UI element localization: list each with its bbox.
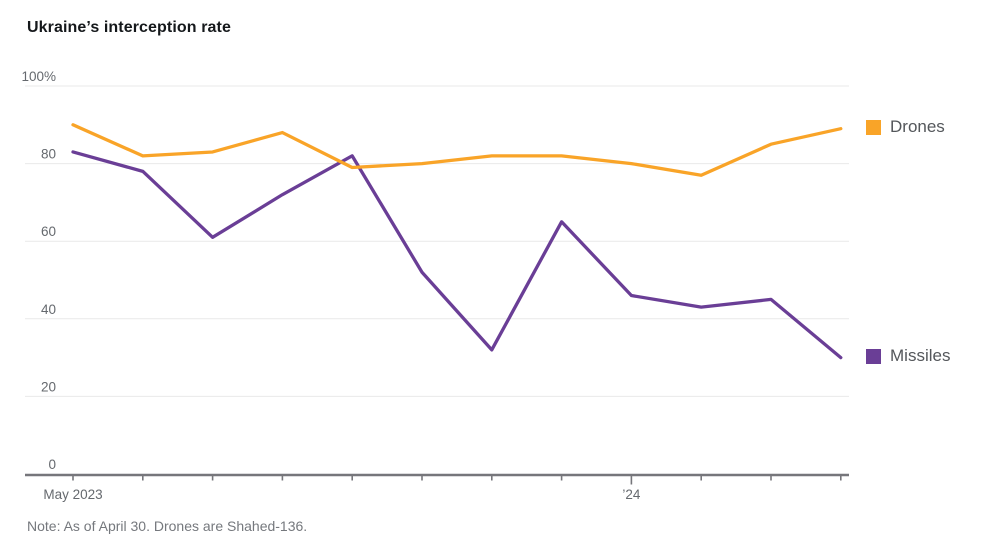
- legend-item-drones: Drones: [866, 114, 945, 140]
- plot-svg: 0 20 40 60 80 100% May 2023 ’24: [21, 69, 849, 502]
- y-axis-tick-label: 0: [48, 457, 56, 472]
- chart-title: Ukraine’s interception rate: [27, 19, 231, 36]
- drones-legend-label: Drones: [890, 117, 945, 136]
- y-axis-tick-label: 60: [41, 224, 56, 239]
- y-axis-tick-label: 40: [41, 302, 56, 317]
- missiles-legend-label: Missiles: [890, 346, 951, 365]
- drones-series-line: [71, 123, 843, 177]
- missiles-legend-swatch: [866, 348, 881, 364]
- drones-legend-swatch: [866, 119, 881, 135]
- chart-note: Note: As of April 30. Drones are Shahed-…: [27, 518, 308, 534]
- legend-item-missiles: Missiles: [866, 343, 950, 369]
- y-axis-tick-label: 80: [41, 147, 56, 162]
- missiles-series-line: [71, 150, 843, 360]
- x-axis-tick-label: ’24: [622, 487, 641, 502]
- x-axis-tick-label: May 2023: [43, 487, 102, 502]
- y-axis-tick-label: 20: [41, 379, 56, 394]
- y-axis-tick-label: 100%: [21, 69, 56, 84]
